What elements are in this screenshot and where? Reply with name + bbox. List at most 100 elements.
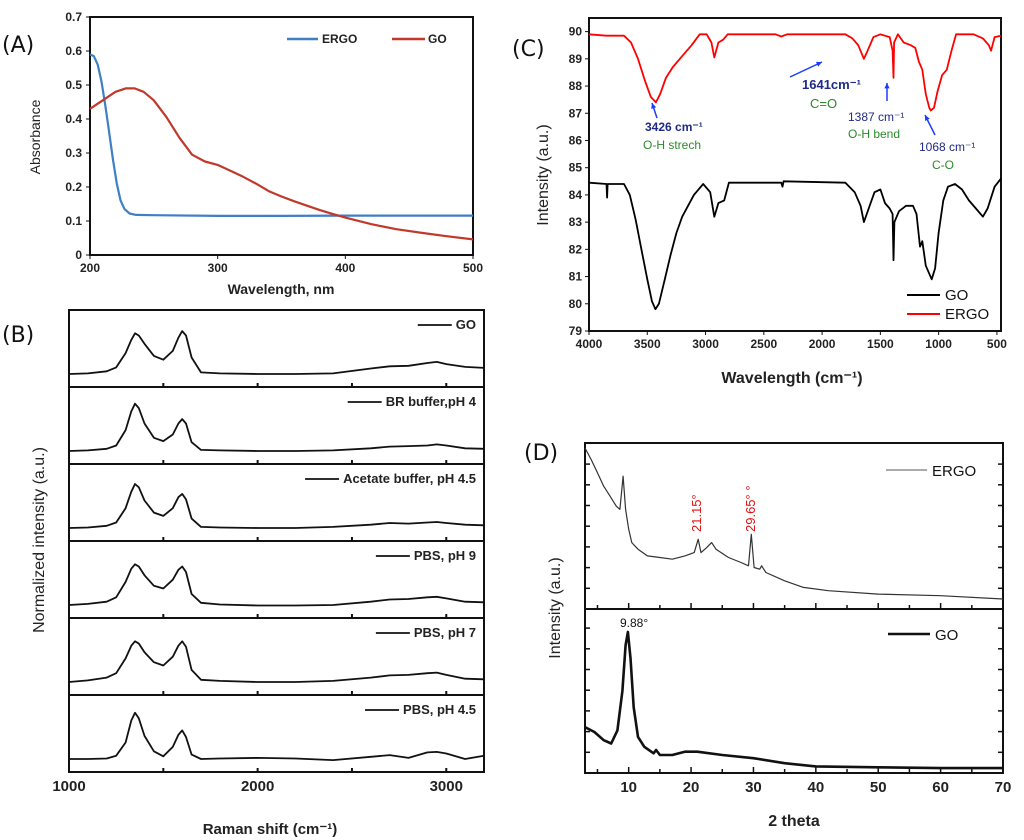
series-line-ergo [584,447,1004,600]
x-tick-label: 30 [745,779,762,796]
arrow-head-icon [651,103,657,109]
panel-label-a: (A) [2,33,34,58]
arrow-head-icon [925,115,930,121]
y-tick-label: 0.3 [65,146,82,160]
chart-a-plot-frame [89,16,474,256]
x-tick-label: 40 [807,779,824,796]
y-tick-label: 85 [569,161,583,175]
chart-c-ylabel: Intensity (a.u.) [535,124,552,225]
annotation-1641: 1641cm⁻¹ [802,77,861,92]
chart-a-ylabel: Absorbance [27,99,43,174]
y-tick-label: 79 [569,324,583,338]
chart-b-ylabel: Normalized intensity (a.u.) [31,447,48,633]
y-tick-label: 80 [569,297,583,311]
annotation-c-eq-o: C=O [810,96,837,111]
x-tick-label: 1500 [867,337,894,351]
x-tick-label: 2000 [241,778,274,795]
y-tick-label: 0.4 [65,112,82,126]
chart-b-xlabel: Raman shift (cm⁻¹) [203,821,338,838]
series-line-ergo [588,33,1002,112]
arrow-head-icon [884,83,890,89]
x-tick-label: 3000 [692,337,719,351]
y-tick-label: 83 [569,215,583,229]
y-tick-label: 86 [569,133,583,147]
annotation-oh-stretch: O-H strech [643,138,701,152]
series-line-raman [69,711,485,761]
x-tick-label: 20 [683,779,700,796]
x-tick-label: 1000 [52,778,85,795]
y-tick-label: 82 [569,242,583,256]
y-tick-label: 0.6 [65,44,82,58]
annotation-arrow [789,61,823,78]
annotation-9-88: 9.88° [620,616,648,630]
series-line-go [584,630,1003,770]
annotation-oh-bend: O-H bend [848,127,900,141]
y-tick-label: 0.1 [65,214,82,228]
annotation-c-o: C-O [932,158,954,172]
x-tick-label: 2000 [809,337,836,351]
annotation-1068: 1068 cm⁻¹ [919,140,975,154]
series-line-raman [68,330,485,375]
y-tick-label: 0.5 [65,78,82,92]
annotation-3426: 3426 cm⁻¹ [645,120,703,134]
legend-label: Acetate buffer, pH 4.5 [343,471,476,486]
y-tick-label: 0 [75,248,82,262]
x-tick-label: 400 [335,261,355,275]
legend-label: PBS, pH 4.5 [403,702,476,717]
legend-label: PBS, pH 7 [414,625,476,640]
legend-label-ergo: ERGO [945,306,989,323]
legend-label-go: GO [945,287,968,304]
panel-label-c: (C) [512,37,545,62]
legend-label: PBS, pH 9 [414,548,476,563]
x-tick-label: 300 [208,261,228,275]
series-line-go [588,178,1002,311]
chart-d-xlabel: 2 theta [768,813,820,830]
y-tick-label: 89 [569,52,583,66]
legend-label-ergo: ERGO [932,463,976,480]
panel-label-b: (B) [2,323,34,348]
chart-c-plot-frame [588,17,1002,332]
panel-label-d: (D) [524,441,558,466]
y-tick-label: 0.2 [65,180,82,194]
y-tick-label: 84 [569,188,583,202]
x-tick-label: 200 [80,261,100,275]
y-tick-label: 81 [569,270,583,284]
x-tick-label: 4000 [576,337,603,351]
annotation-1387: 1387 cm⁻¹ [848,110,904,124]
x-tick-label: 70 [995,779,1012,796]
x-tick-label: 3500 [634,337,661,351]
x-tick-label: 2500 [750,337,777,351]
x-tick-label: 500 [463,261,483,275]
x-tick-label: 3000 [430,778,463,795]
x-tick-label: 60 [932,779,949,796]
chart-c-xlabel: Wavelength (cm⁻¹) [721,370,862,387]
legend-label-go: GO [935,627,958,644]
legend-label: GO [456,317,476,332]
series-line-raman [68,483,485,529]
x-tick-label: 500 [987,337,1007,351]
y-tick-label: 90 [569,25,583,39]
x-tick-label: 50 [870,779,887,796]
chart-b-raman: Raman shift (cm⁻¹) Normalized intensity … [31,309,485,838]
series-line-raman [68,402,485,452]
legend-label-ergo: ERGO [322,32,357,46]
y-tick-label: 0.7 [65,10,82,24]
annotation-21-15: 21.15° [689,494,704,532]
series-line-raman [68,640,485,683]
series-line-ergo [89,53,473,217]
chart-c-ftir: Wavelength (cm⁻¹) Intensity (a.u.) GO ER… [535,17,1007,387]
chart-d-ylabel: Intensity (a.u.) [547,557,564,658]
arrow-head-icon [816,61,822,67]
y-tick-label: 87 [569,106,583,120]
chart-d-xrd: 2 theta Intensity (a.u.) ERGO GO 21.15° … [547,442,1012,830]
legend-label-go: GO [428,32,447,46]
legend-label: BR buffer,pH 4 [386,394,477,409]
y-tick-label: 88 [569,79,583,93]
chart-a-xlabel: Wavelength, nm [228,281,335,297]
chart-a-uv-vis: Wavelength, nm Absorbance ERGO GO 200 300… [27,10,483,297]
x-tick-label: 1000 [925,337,952,351]
annotation-29-65: 29.65° ° [743,485,758,532]
x-tick-label: 10 [620,779,637,796]
series-line-raman [68,563,485,607]
